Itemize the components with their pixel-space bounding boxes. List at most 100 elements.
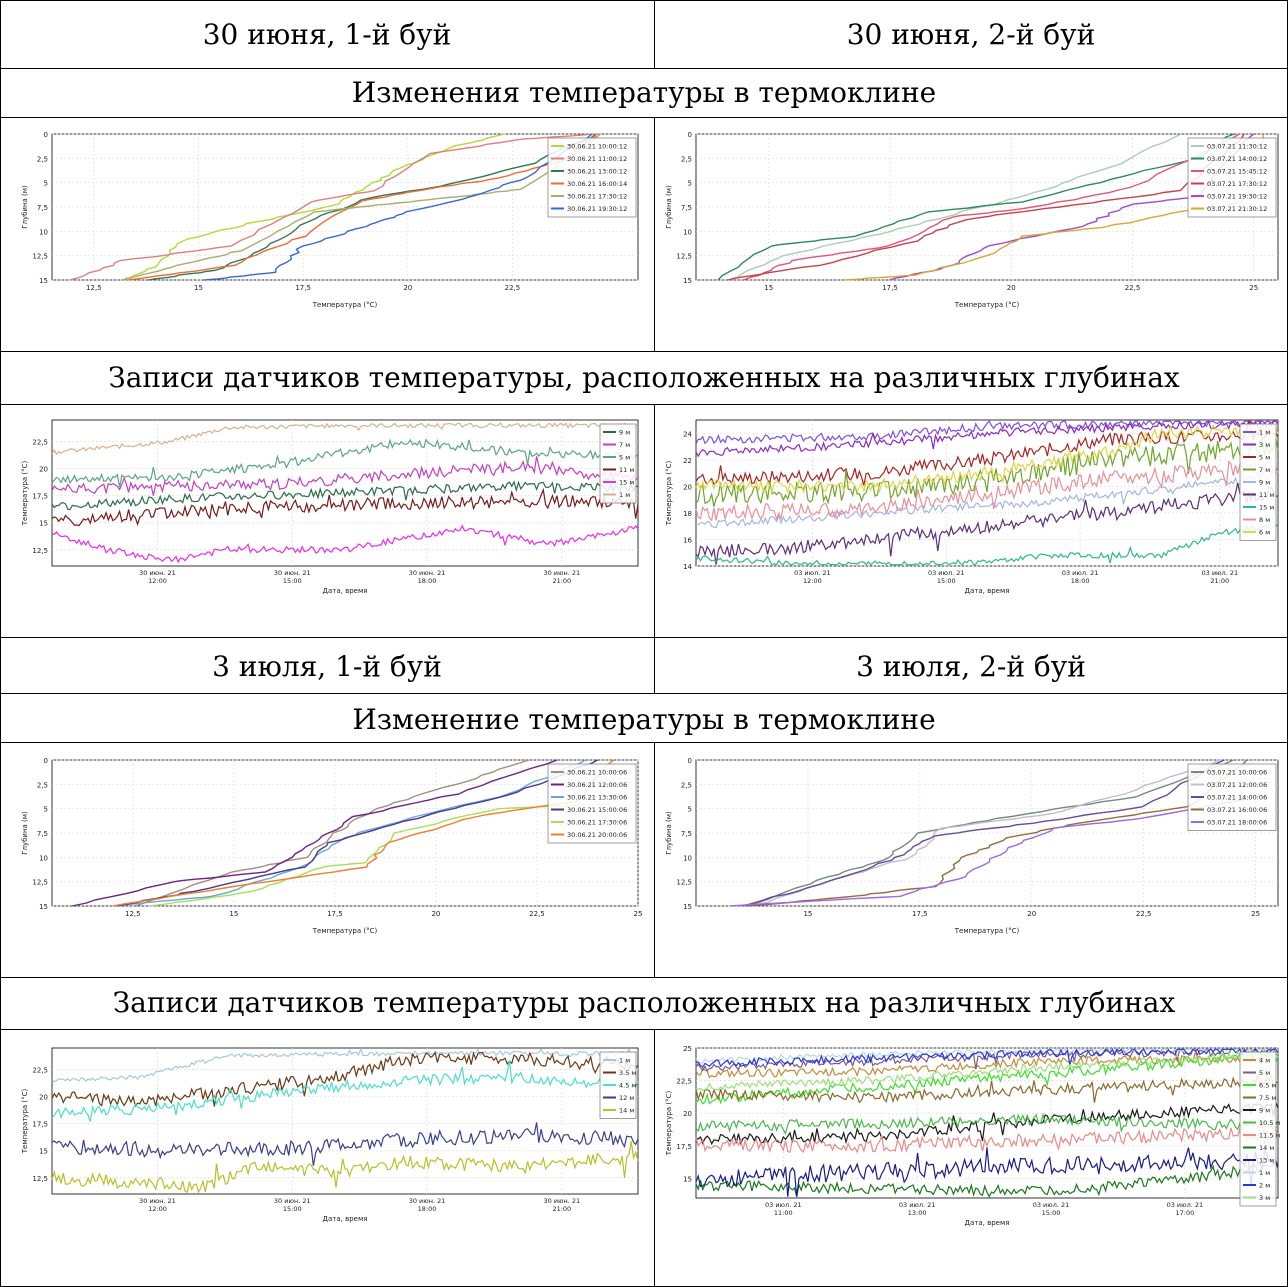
y-tick-label: 10 <box>683 228 692 236</box>
series-line <box>695 1147 1279 1197</box>
x-tick-label: 30 июн. 21 <box>274 1197 311 1205</box>
series-line <box>123 133 601 281</box>
series-line <box>51 1051 639 1107</box>
legend-label: 6 м <box>1259 529 1270 537</box>
legend-label: 30.06.21 13:00:12 <box>567 168 627 176</box>
legend-label: 15 м <box>619 479 634 487</box>
x-tick-label: 22,5 <box>505 284 521 292</box>
y-tick-label: 5 <box>44 180 48 188</box>
x-tick-label: 12,5 <box>86 284 102 292</box>
x-tick-label: 15 <box>803 910 812 918</box>
y-tick-label: 12,5 <box>32 879 48 887</box>
x-tick-label: 11:00 <box>774 1209 793 1217</box>
x-tick-label: 25 <box>634 910 642 918</box>
y-tick-label: 15 <box>683 277 692 285</box>
y-tick-label: 22,5 <box>32 439 48 447</box>
x-tick-label: 17,5 <box>295 284 311 292</box>
buoy-heading-left: 3 июля, 1-й буй <box>212 650 442 683</box>
legend-label: 30.06.21 16:00:14 <box>567 180 627 188</box>
table-rule <box>0 117 1288 118</box>
y-tick-label: 20 <box>683 483 692 491</box>
legend-label: 3.5 м <box>619 1069 636 1077</box>
legend-label: 13 м <box>1259 1157 1274 1165</box>
x-axis-label: Температура (°C) <box>312 301 378 309</box>
x-axis-label: Дата, время <box>323 587 368 595</box>
legend-label: 11.5 м <box>1259 1132 1281 1140</box>
legend-label: 4 м <box>1259 1057 1270 1065</box>
legend-label: 30.06.21 17:30:12 <box>567 193 627 201</box>
legend-label: 3 м <box>1259 1194 1270 1202</box>
chart-svg: 0 2,5 5 7,5 10 12,5 15 15 17,5 20 22,5 25 Температур… <box>665 131 1279 309</box>
y-axis-label: Температура (°C) <box>665 1090 673 1156</box>
series-line <box>729 798 1247 907</box>
series-line <box>204 133 593 281</box>
y-tick-label: 7,5 <box>37 830 48 838</box>
y-tick-label: 15 <box>39 277 48 285</box>
x-axis-label: Температура (°C) <box>954 301 1020 309</box>
x-tick-label: 03 июл. 21 <box>1167 1201 1204 1209</box>
section-heading: Изменение температуры в термоклине <box>352 703 936 736</box>
sensor-chart-july3-buoy2: 15 17,5 20 22,5 25 03 июл. 21 11:00 03 июл. 21 1… <box>662 1040 1282 1228</box>
x-tick-label: 22,5 <box>1136 910 1152 918</box>
legend-label: 8 м <box>1259 516 1270 524</box>
x-tick-label: 30 июн. 21 <box>409 1197 446 1205</box>
x-tick-label: 18:00 <box>418 577 437 585</box>
legend-box <box>547 137 637 218</box>
y-tick-label: 10 <box>683 854 692 862</box>
x-axis-label: Температура (°C) <box>312 927 378 935</box>
x-tick-label: 15:00 <box>283 1205 302 1213</box>
series-line <box>51 524 639 564</box>
y-tick-label: 7,5 <box>681 204 692 212</box>
legend-label: 11 м <box>619 466 634 474</box>
y-axis-label: Глубина (м) <box>21 811 29 855</box>
series-line <box>51 438 639 488</box>
x-axis-label: Дата, время <box>323 1215 368 1223</box>
legend-label: 14 м <box>1259 1144 1274 1152</box>
x-tick-label: 15 <box>194 284 203 292</box>
series-line <box>116 759 598 907</box>
y-tick-label: 24 <box>683 430 692 438</box>
legend-label: 30.06.21 12:00:06 <box>567 781 627 789</box>
buoy-heading-right: 3 июля, 2-й буй <box>856 650 1086 683</box>
y-tick-label: 12,5 <box>32 253 48 261</box>
sensor-chart-july3-buoy1: 12,5 15 17,5 20 22,5 30 июн. 21 12:00 30 июн. 2… <box>18 1040 642 1224</box>
x-tick-label: 22,5 <box>1125 284 1141 292</box>
table-rule <box>0 404 1288 405</box>
x-tick-label: 20 <box>403 284 412 292</box>
x-tick-label: 30 июн. 21 <box>139 569 176 577</box>
y-tick-label: 22,5 <box>676 1078 692 1086</box>
legend-label: 03.07.21 16:00:06 <box>1207 806 1267 814</box>
y-tick-label: 22,5 <box>32 1067 48 1075</box>
legend-label: 30.06.21 17:30:06 <box>567 819 627 827</box>
y-tick-label: 5 <box>688 180 692 188</box>
legend-label: 03.07.21 15:45:12 <box>1207 168 1267 176</box>
legend-label: 03.07.21 17:30:12 <box>1207 180 1267 188</box>
plot-area <box>51 1047 639 1195</box>
legend-label: 5 м <box>619 454 630 462</box>
y-tick-label: 5 <box>688 806 692 814</box>
table-rule <box>0 1029 1288 1030</box>
legend-label: 5 м <box>1259 1069 1270 1077</box>
y-tick-label: 15 <box>683 1175 692 1183</box>
table-rule <box>654 637 655 693</box>
y-tick-label: 15 <box>683 903 692 911</box>
legend-label: 03.07.21 12:00:06 <box>1207 781 1267 789</box>
legend-label: 03.07.21 21:30:12 <box>1207 205 1267 213</box>
series-line <box>743 133 1240 281</box>
series-line <box>717 133 1235 281</box>
x-tick-label: 13:00 <box>908 1209 927 1217</box>
y-axis-label: Температура (°C) <box>21 460 29 526</box>
y-tick-label: 22 <box>683 457 692 465</box>
x-tick-label: 25 <box>1249 284 1258 292</box>
x-tick-label: 03 июл. 21 <box>1202 569 1239 577</box>
y-tick-label: 15 <box>39 903 48 911</box>
x-tick-label: 03 июл. 21 <box>928 569 965 577</box>
thermocline-chart-july3-buoy1: 0 2,5 5 7,5 10 12,5 15 12,5 15 17,5 20 22,5 25 Темпер… <box>18 752 642 936</box>
legend-label: 5 м <box>1259 454 1270 462</box>
y-tick-label: 17,5 <box>32 1121 48 1129</box>
series-line <box>51 1047 639 1083</box>
series-line <box>695 1074 1279 1104</box>
